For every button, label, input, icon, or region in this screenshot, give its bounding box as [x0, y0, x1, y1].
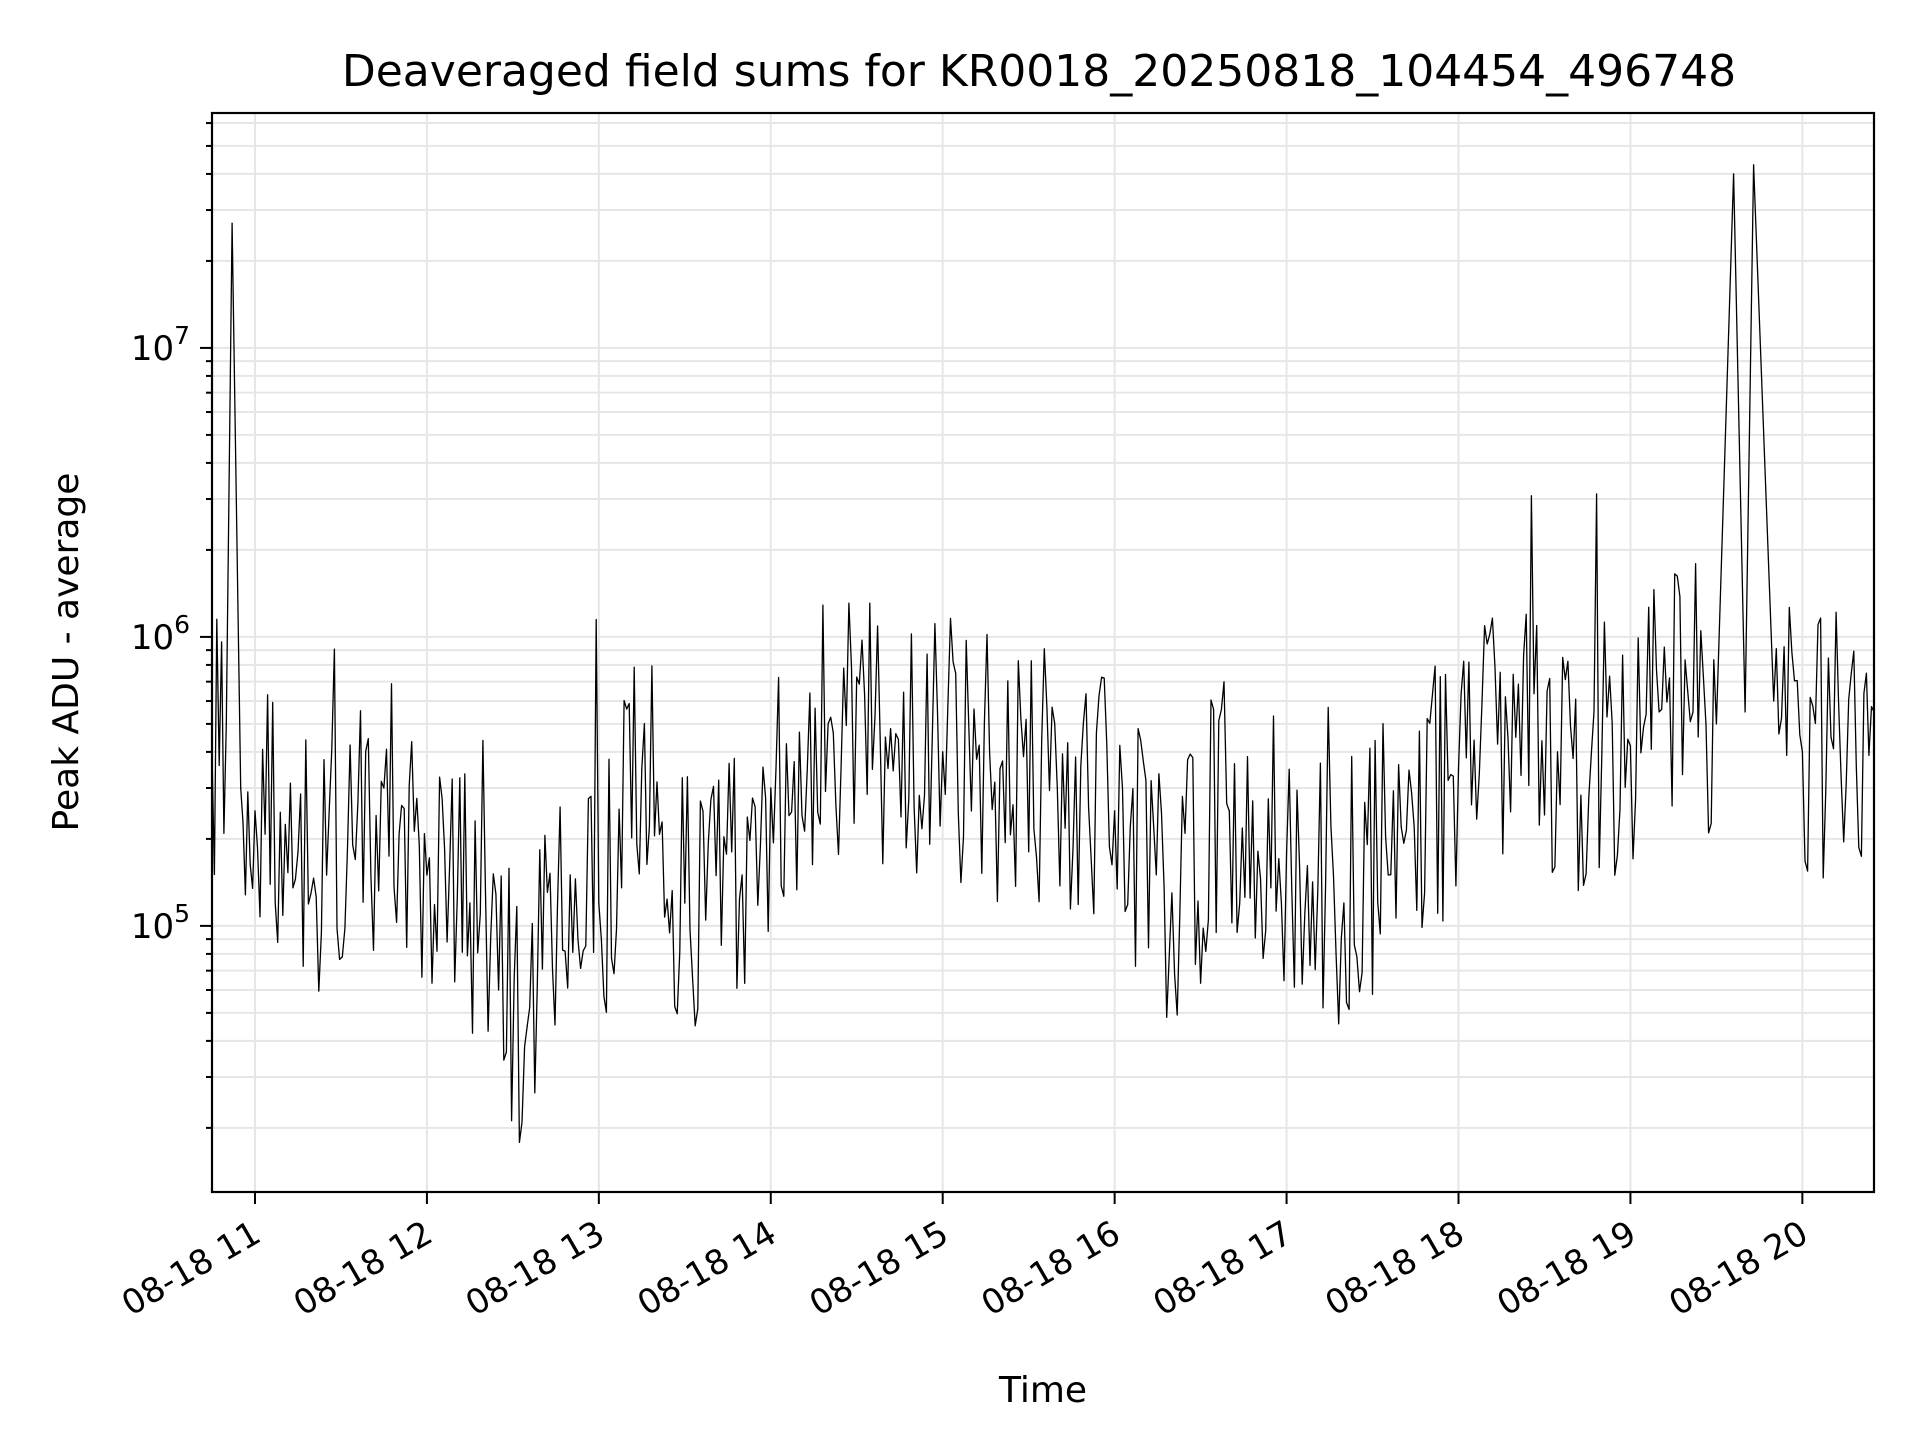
data-point: [1343, 902, 1345, 904]
data-point: [254, 810, 256, 812]
data-point: [426, 874, 428, 876]
data-point: [1285, 851, 1288, 853]
y-tick-label: 107: [131, 321, 190, 369]
data-point: [1658, 711, 1660, 713]
data-point: [770, 787, 772, 789]
data-point: [231, 222, 233, 224]
data-point: [827, 723, 829, 725]
data-point: [1732, 173, 1735, 175]
data-point: [1228, 810, 1230, 812]
data-point: [225, 723, 227, 725]
data-point: [354, 858, 356, 860]
y-axis: 105 106 107: [131, 122, 212, 1129]
data-point: [884, 736, 886, 738]
data-point: [1515, 736, 1517, 738]
y-tick-label: 106: [131, 610, 190, 658]
data-point: [1687, 690, 1689, 692]
data-point: [1753, 164, 1755, 166]
y-axis-label: Peak ADU - average: [46, 473, 87, 832]
data-point: [497, 989, 500, 991]
data-point: [1114, 810, 1116, 812]
data-point: [741, 874, 743, 876]
data-point: [240, 787, 242, 789]
data-point: [1629, 745, 1632, 747]
data-point: [942, 751, 944, 753]
data-point: [1744, 711, 1746, 713]
data-point: [1715, 723, 1717, 725]
data-point: [1773, 700, 1775, 702]
data-point: [641, 768, 643, 770]
data-point: [999, 768, 1001, 770]
data-point: [569, 874, 571, 876]
data-point: [598, 902, 600, 904]
data-point: [1572, 757, 1574, 759]
data-point: [1400, 826, 1402, 828]
data-point: [326, 874, 328, 876]
series-line: [211, 164, 1875, 1144]
data-point: [1171, 892, 1173, 894]
data-point: [297, 851, 299, 853]
data-point: [526, 1025, 528, 1027]
x-axis-label: Time: [998, 1370, 1087, 1411]
data-point: [1056, 787, 1058, 789]
plot-frame: [210, 111, 1876, 1194]
data-point: [383, 787, 385, 789]
data-point: [1801, 751, 1803, 753]
data-point: [1830, 736, 1832, 738]
chart-title: Deaveraged field sums for KR0018_2025081…: [342, 46, 1736, 97]
data-point: [684, 902, 686, 904]
data-point: [469, 902, 471, 904]
data-point: [1457, 768, 1460, 770]
y-tick-label: 105: [131, 899, 190, 947]
series-layer: [211, 164, 1875, 1144]
